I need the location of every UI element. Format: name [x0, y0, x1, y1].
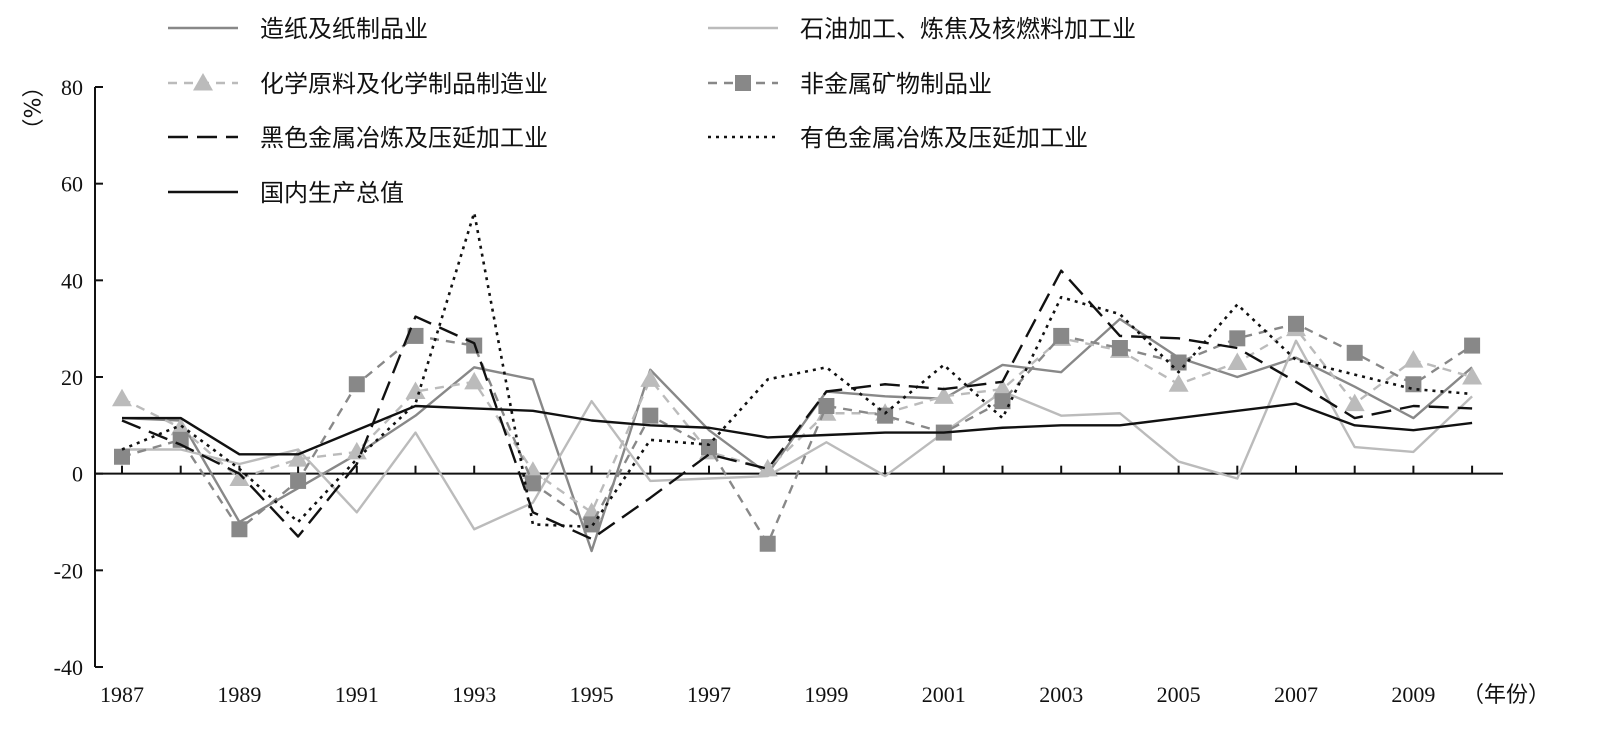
- x-tick-label: 1999: [804, 682, 848, 707]
- series-line: [121, 211, 1473, 529]
- data-point: [701, 439, 717, 456]
- data-point: [114, 448, 130, 465]
- data-point: [759, 535, 776, 552]
- series-5: [121, 269, 1473, 541]
- series-2: [122, 339, 1473, 531]
- x-tick-label: 1987: [100, 682, 144, 707]
- data-point: [288, 449, 309, 467]
- data-point: [1053, 327, 1070, 344]
- legend-label: 石油加工、炼焦及核燃料加工业: [800, 15, 1136, 43]
- x-tick-label: 1997: [687, 682, 731, 707]
- data-point: [877, 407, 894, 424]
- data-point: [933, 386, 954, 404]
- series-line: [121, 317, 1473, 553]
- data-point: [1403, 350, 1424, 368]
- data-point: [407, 327, 424, 344]
- legend-marker: [193, 73, 213, 91]
- axes: [94, 87, 1503, 667]
- legend-item: 国内生产总值: [168, 179, 404, 207]
- data-point: [1288, 315, 1304, 332]
- legend-item: 石油加工、炼焦及核燃料加工业: [708, 15, 1136, 43]
- data-point: [1464, 337, 1481, 354]
- data-point: [1229, 330, 1246, 347]
- y-tick-label: -20: [54, 558, 83, 583]
- data-point: [818, 398, 835, 414]
- x-tick-label: 2003: [1039, 682, 1083, 707]
- series-1: [121, 317, 1473, 553]
- series-line: [121, 322, 1473, 545]
- legend-label: 非金属矿物制品业: [800, 70, 992, 98]
- data-point: [464, 371, 485, 390]
- data-point: [994, 393, 1011, 410]
- x-ticks: 1987 1989 1991 1993 1995 1997 1999 2001 2003 2005…: [100, 465, 1474, 707]
- y-ticks: -40 -20 0 20 40 60 80: [54, 75, 103, 680]
- data-point: [1346, 344, 1363, 361]
- legend-item: 非金属矿物制品业: [708, 70, 992, 98]
- legend-label: 黑色金属冶炼及压延加工业: [260, 124, 548, 152]
- series-line: [121, 269, 1473, 541]
- y-tick-label: -40: [54, 655, 83, 680]
- series-7: [122, 402, 1473, 456]
- series-3: [112, 318, 1483, 520]
- y-tick-label: 40: [61, 268, 83, 293]
- x-tick-label: 1989: [217, 682, 261, 707]
- data-point: [1344, 393, 1365, 412]
- data-point: [1227, 352, 1248, 370]
- legend-item: 黑色金属冶炼及压延加工业: [168, 124, 548, 152]
- series-layer: [112, 211, 1483, 553]
- x-tick-label: 1991: [335, 682, 379, 707]
- data-point: [1462, 367, 1483, 385]
- x-tick-label: 2007: [1274, 682, 1318, 707]
- data-point: [112, 388, 132, 407]
- data-point: [757, 458, 778, 477]
- legend-item: 化学原料及化学制品制造业: [168, 70, 548, 98]
- series-line: [122, 402, 1473, 456]
- legend-marker: [735, 75, 751, 91]
- series-line: [122, 339, 1473, 531]
- data-point: [405, 381, 426, 399]
- legend-label: 化学原料及化学制品制造业: [260, 70, 548, 98]
- legend-label: 有色金属冶炼及压延加工业: [800, 124, 1088, 152]
- data-point: [229, 468, 250, 486]
- series-line: [121, 327, 1473, 514]
- y-axis-label: （%）: [18, 76, 43, 141]
- x-axis-label: （年份）: [1462, 683, 1550, 708]
- data-point: [1168, 374, 1189, 392]
- legend-label: 国内生产总值: [260, 179, 404, 207]
- x-tick-label: 2005: [1157, 682, 1201, 707]
- x-tick-label: 1995: [570, 682, 614, 707]
- y-tick-label: 80: [61, 75, 83, 100]
- x-tick-label: 1993: [452, 682, 496, 707]
- series-4: [114, 315, 1481, 552]
- x-tick-label: 2001: [922, 682, 966, 707]
- data-point: [348, 376, 365, 393]
- data-point: [1111, 340, 1128, 356]
- data-point: [583, 516, 600, 533]
- data-point: [290, 472, 307, 489]
- legend-label: 造纸及纸制品业: [260, 15, 428, 43]
- data-point: [642, 407, 659, 424]
- data-point: [992, 379, 1013, 397]
- series-6: [121, 211, 1473, 529]
- y-tick-label: 60: [61, 172, 83, 197]
- data-point: [640, 369, 661, 387]
- legend-item: 有色金属冶炼及压延加工业: [708, 124, 1088, 152]
- data-point: [524, 475, 541, 492]
- data-point: [346, 441, 367, 460]
- y-tick-label: 20: [61, 365, 83, 390]
- data-point: [231, 521, 248, 538]
- y-tick-label: 0: [72, 462, 83, 487]
- legend-item: 造纸及纸制品业: [168, 15, 428, 43]
- x-tick-label: 2009: [1391, 682, 1435, 707]
